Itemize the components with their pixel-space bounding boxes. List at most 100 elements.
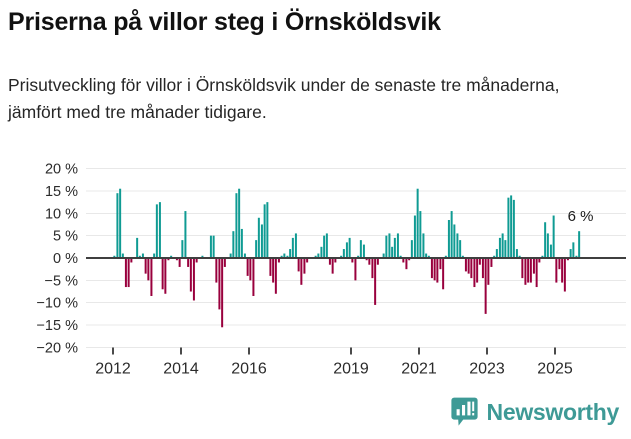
last-value-label: 6 % — [568, 208, 594, 225]
chart-bar — [442, 258, 445, 290]
chart-bar — [433, 258, 436, 281]
chart-bar — [195, 258, 198, 263]
chart-bar — [419, 211, 422, 258]
chart-bar — [393, 237, 396, 258]
chart-bar — [164, 258, 167, 294]
chart-bar — [121, 253, 124, 258]
chart-bar — [215, 258, 218, 283]
chart-bar — [249, 258, 252, 281]
chart-bar — [345, 242, 348, 258]
chart-bar — [246, 258, 249, 276]
chart-bar — [155, 204, 158, 258]
x-axis-ticks-group: 2012 2014 2016 2019 2021 2023 2025 — [86, 346, 626, 377]
chart-bar — [546, 233, 549, 258]
chart-bar — [161, 258, 164, 290]
x-axis-tick-label: 2019 — [333, 360, 369, 377]
chart-bar — [153, 253, 156, 258]
chart-bar — [320, 246, 323, 258]
chart-bar — [252, 258, 255, 296]
chart-bar — [303, 258, 306, 274]
chart-bar — [283, 253, 286, 258]
chart-bar — [291, 237, 294, 258]
x-axis-tick-label: 2016 — [231, 360, 267, 377]
chart-bar — [473, 258, 476, 288]
chart-bar — [450, 211, 453, 258]
chart-bar — [348, 237, 351, 258]
chart-bar — [459, 240, 462, 258]
chart-bar — [294, 233, 297, 258]
chart-bar — [464, 258, 467, 272]
y-axis-tick-label: 10 % — [45, 206, 78, 222]
chart-bar — [422, 233, 425, 258]
chart-bar — [342, 249, 345, 258]
bars-group — [113, 188, 581, 328]
newsworthy-logo[interactable]: Newsworthy — [450, 397, 620, 427]
x-axis-tick-label: 2021 — [401, 360, 437, 377]
chart-bar — [277, 258, 280, 263]
chart-bar — [300, 258, 303, 285]
chart-bar — [240, 228, 243, 258]
chart-bar — [212, 235, 215, 258]
chart-bar — [317, 253, 320, 258]
chart-bar — [430, 258, 433, 279]
chart-bar — [569, 249, 572, 258]
chart-bar — [150, 258, 153, 296]
chart-bar — [184, 211, 187, 258]
chart-bar — [558, 258, 561, 270]
chart-bar — [524, 258, 527, 285]
logo-wordmark: Newsworthy — [486, 398, 620, 425]
chart-bar — [158, 202, 161, 259]
chart-bar — [218, 258, 221, 310]
chart-bar — [255, 240, 258, 258]
chart-bar — [561, 258, 564, 283]
chart-bar — [289, 249, 292, 258]
bar-chart: 20 % 15 % 10 % 5 % 0 % −5 % −10 % −15 % −20 % 20… — [36, 162, 626, 377]
chart-bar — [578, 231, 581, 258]
chart-bar — [325, 233, 328, 258]
chart-bar — [351, 258, 354, 263]
chart-bar — [555, 258, 558, 283]
x-axis-tick-label: 2012 — [95, 360, 131, 377]
chart-bar — [331, 258, 334, 274]
chart-bar — [532, 258, 535, 274]
chart-bar — [512, 199, 515, 258]
chart-subtitle: Prisutveckling för villor i Örnsköldsvik… — [8, 75, 560, 122]
chart-bar — [257, 217, 260, 258]
chart-bar — [371, 258, 374, 279]
chart-bar — [323, 235, 326, 258]
chart-bar — [272, 258, 275, 283]
chart-bar — [187, 258, 190, 267]
chart-bar — [229, 253, 232, 258]
chart-bar — [269, 258, 272, 276]
chart-bar — [544, 222, 547, 258]
chart-bar — [124, 258, 127, 288]
chart-bar — [209, 235, 212, 258]
bar-chart-bubble-icon — [450, 397, 478, 427]
chart-bar — [507, 197, 510, 258]
annotations-group: 6 % — [568, 208, 594, 225]
chart-bar — [334, 258, 337, 263]
chart-bar — [478, 258, 481, 265]
chart-bar — [416, 188, 419, 258]
chart-bar — [563, 258, 566, 292]
chart-bar — [376, 258, 379, 265]
chart-bar — [238, 188, 241, 258]
chart-bar — [410, 240, 413, 258]
chart-bar — [297, 258, 300, 272]
y-axis-tick-label: 5 % — [53, 229, 78, 245]
x-axis-tick-label: 2025 — [537, 360, 573, 377]
y-axis-tick-label: −20 % — [36, 340, 78, 356]
chart-bar — [178, 258, 181, 267]
chart-bar — [498, 237, 501, 258]
chart-plot-area: 20 % 15 % 10 % 5 % 0 % −5 % −10 % −15 % −20 % 20… — [0, 150, 631, 390]
chart-bar — [521, 258, 524, 279]
chart-bar — [504, 240, 507, 258]
chart-bar — [515, 249, 518, 258]
chart-bar — [359, 240, 362, 258]
chart-bar — [306, 258, 309, 263]
chart-bar — [470, 258, 473, 279]
chart-bar — [402, 258, 405, 263]
chart-bar — [413, 215, 416, 258]
y-axis-tick-label: −15 % — [36, 318, 78, 334]
y-axis-tick-label: 15 % — [45, 184, 78, 200]
